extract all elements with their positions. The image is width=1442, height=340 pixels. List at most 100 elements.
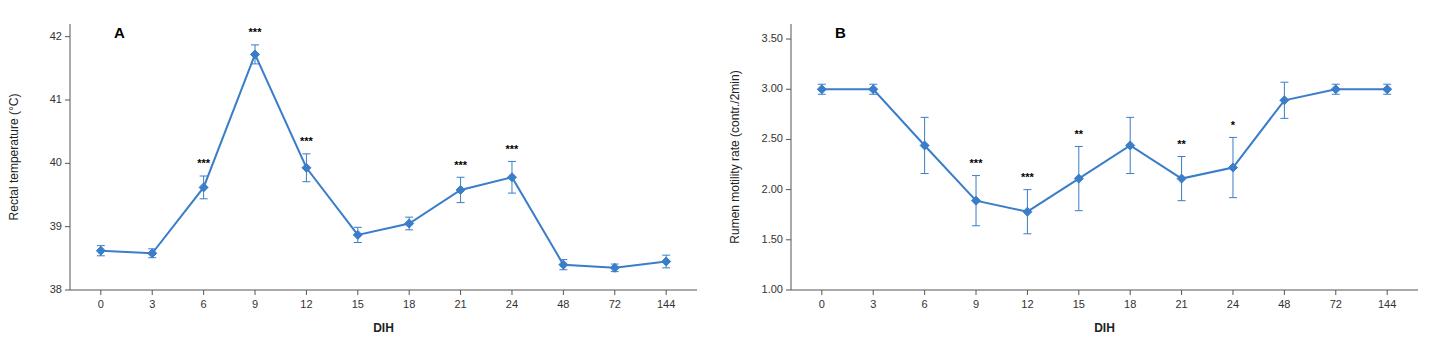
y-tick (65, 290, 70, 291)
y-axis-line (70, 24, 71, 290)
error-bar (508, 161, 516, 193)
error-cap (405, 229, 413, 230)
error-cap (1023, 189, 1031, 190)
y-tick-label: 40 (50, 156, 62, 168)
x-tick (1181, 290, 1182, 295)
error-bar (97, 246, 105, 256)
error-bar (1280, 82, 1288, 118)
chart-panel: 1.001.502.002.503.003.500369121518212448… (721, 0, 1442, 340)
x-axis: 036912151821244872144 (791, 290, 1418, 310)
x-tick-label: 9 (252, 298, 258, 310)
annotations: *************** (197, 26, 519, 170)
error-bar (1126, 117, 1134, 173)
error-bar (818, 84, 826, 94)
x-tick-label: 18 (403, 298, 415, 310)
y-tick-label: 1.00 (762, 283, 783, 295)
marker (610, 263, 619, 272)
panel-label: A (114, 24, 125, 41)
plot-area (96, 45, 670, 272)
y-tick-label: 1.50 (762, 233, 783, 245)
significance-label: *** (197, 157, 211, 169)
y-tick (65, 226, 70, 227)
marker (869, 85, 878, 94)
error-cap (457, 177, 465, 178)
significance-label: *** (1021, 171, 1035, 183)
marker (972, 196, 981, 205)
error-bar (1332, 84, 1340, 94)
error-bar (921, 117, 929, 173)
marker (96, 246, 105, 255)
x-tick (357, 290, 358, 295)
marker (1177, 174, 1186, 183)
chart-panel: 3839404142036912151821244872144DIHRectal… (0, 0, 721, 340)
error-cap (302, 153, 310, 154)
x-tick-label: 0 (98, 298, 104, 310)
error-cap (1178, 156, 1186, 157)
significance-label: ** (1075, 128, 1084, 140)
y-tick (65, 100, 70, 101)
y-tick-label: 41 (50, 93, 62, 105)
error-bar (457, 177, 465, 202)
y-tick (786, 189, 791, 190)
x-tick (1232, 290, 1233, 295)
error-bar (1023, 190, 1031, 234)
error-cap (1126, 173, 1134, 174)
significance-label: ** (1177, 138, 1186, 150)
error-cap (1126, 117, 1134, 118)
marker (1331, 85, 1340, 94)
x-tick-label: 144 (657, 298, 675, 310)
error-cap (972, 225, 980, 226)
x-tick-label: 15 (1073, 298, 1085, 310)
y-tick-label: 2.50 (762, 132, 783, 144)
error-bar (1075, 146, 1083, 210)
x-axis-line (791, 290, 1418, 291)
error-cap (508, 193, 516, 194)
x-tick-label: 72 (609, 298, 621, 310)
marker (507, 173, 516, 182)
y-tick (65, 36, 70, 37)
error-bar (1178, 156, 1186, 200)
y-axis: 1.001.502.002.503.003.50 (762, 24, 791, 295)
error-cap (251, 44, 259, 45)
x-axis: 036912151821244872144 (70, 290, 697, 310)
marker (920, 141, 929, 150)
error-cap (921, 173, 929, 174)
x-axis-line (70, 290, 697, 291)
error-cap (662, 255, 670, 256)
x-tick (1130, 290, 1131, 295)
annotations: *********** (970, 119, 1236, 183)
marker (1228, 163, 1237, 172)
marker (148, 249, 157, 258)
plot-area (817, 82, 1391, 234)
y-tick-label: 2.00 (762, 183, 783, 195)
marker (1074, 174, 1083, 183)
marker (559, 260, 568, 269)
error-bar (405, 217, 413, 230)
x-tick-label: 24 (506, 298, 518, 310)
panel-label: B (835, 24, 846, 41)
x-tick (203, 290, 204, 295)
error-cap (457, 202, 465, 203)
x-tick (1387, 290, 1388, 295)
x-tick (1284, 290, 1285, 295)
x-tick (563, 290, 564, 295)
error-cap (1075, 146, 1083, 147)
x-tick-label: 6 (201, 298, 207, 310)
error-cap (1280, 118, 1288, 119)
x-tick (409, 290, 410, 295)
x-tick (152, 290, 153, 295)
error-cap (405, 217, 413, 218)
x-tick-label: 15 (352, 298, 364, 310)
x-tick-label: 144 (1378, 298, 1396, 310)
x-tick (306, 290, 307, 295)
y-tick (65, 163, 70, 164)
x-tick-label: 21 (1175, 298, 1187, 310)
y-tick (786, 39, 791, 40)
x-tick (1335, 290, 1336, 295)
x-tick (614, 290, 615, 295)
x-tick (100, 290, 101, 295)
error-cap (200, 176, 208, 177)
x-tick-label: 21 (454, 298, 466, 310)
error-bar (302, 154, 310, 182)
error-bar (611, 264, 619, 272)
